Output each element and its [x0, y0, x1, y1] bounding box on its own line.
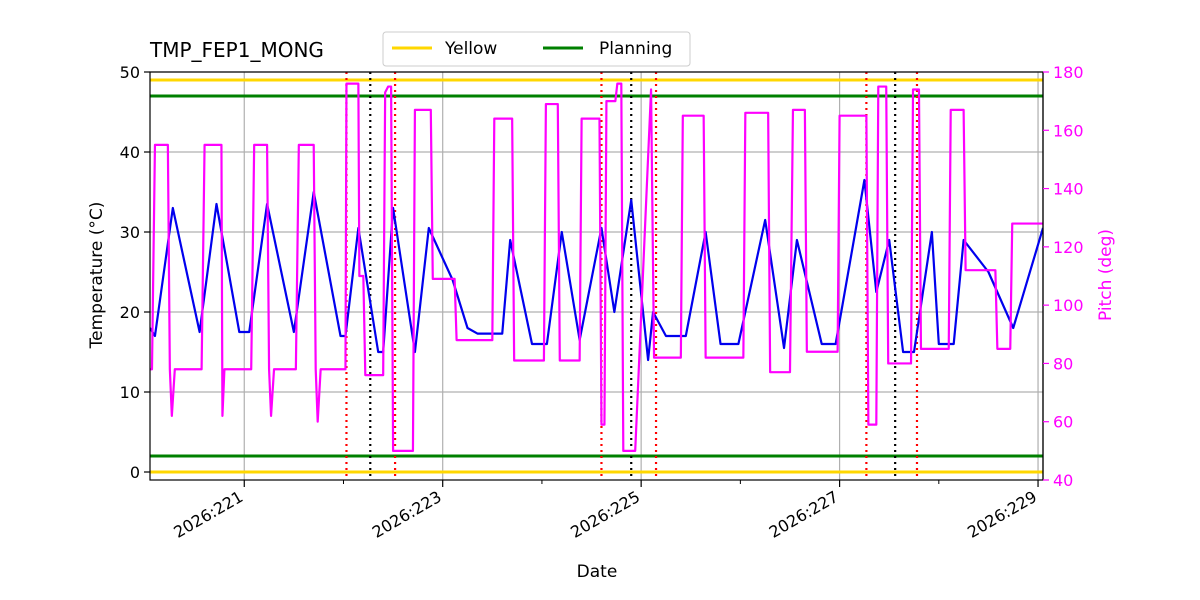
bottom-axis: 2026:221 2026:223 2026:225 2026:227 2026:229 [170, 480, 1040, 542]
x-tick-label: 2026:225 [567, 487, 643, 542]
temperature-series-line [150, 178, 1043, 362]
y2-tick-label: 140 [1053, 180, 1084, 199]
y-tick-label: 30 [120, 223, 140, 242]
x-tick-label: 2026:221 [170, 487, 246, 542]
left-axis: 0 10 20 30 40 50 [120, 63, 150, 482]
x-tick-label: 2026:227 [766, 487, 842, 542]
y2-tick-label: 180 [1053, 63, 1084, 82]
grid-layer [150, 71, 1043, 480]
plot-frame [149, 71, 1044, 481]
x-tick-label: 2026:229 [964, 487, 1040, 542]
y2-tick-label: 120 [1053, 238, 1084, 257]
series-layer [150, 82, 1043, 452]
y2-tick-label: 40 [1053, 471, 1073, 490]
y-tick-label: 20 [120, 303, 140, 322]
right-axis: 40 60 80 100 120 140 160 180 [1042, 63, 1084, 490]
y2-tick-label: 60 [1053, 413, 1073, 432]
y-tick-label: 0 [130, 463, 140, 482]
y2-tick-label: 100 [1053, 296, 1084, 315]
legend-label-yellow: Yellow [444, 39, 497, 59]
legend: Yellow Planning [382, 31, 691, 67]
chart-title: TMP_FEP1_MONG [149, 38, 324, 62]
y-axis-label: Temperature (°C) [87, 202, 107, 350]
pitch-series-line [150, 82, 1043, 452]
x-tick-label: 2026:223 [369, 487, 445, 542]
y2-tick-label: 160 [1053, 121, 1084, 140]
legend-box [382, 31, 691, 67]
y-tick-label: 50 [120, 63, 140, 82]
y2-axis-label: Pitch (deg) [1096, 229, 1116, 321]
legend-label-planning: Planning [599, 39, 672, 59]
y-tick-label: 10 [120, 383, 140, 402]
limit-lines-layer [150, 78, 1043, 474]
x-axis-label: Date [577, 562, 618, 582]
y2-tick-label: 80 [1053, 354, 1073, 373]
y-tick-label: 40 [120, 143, 140, 162]
